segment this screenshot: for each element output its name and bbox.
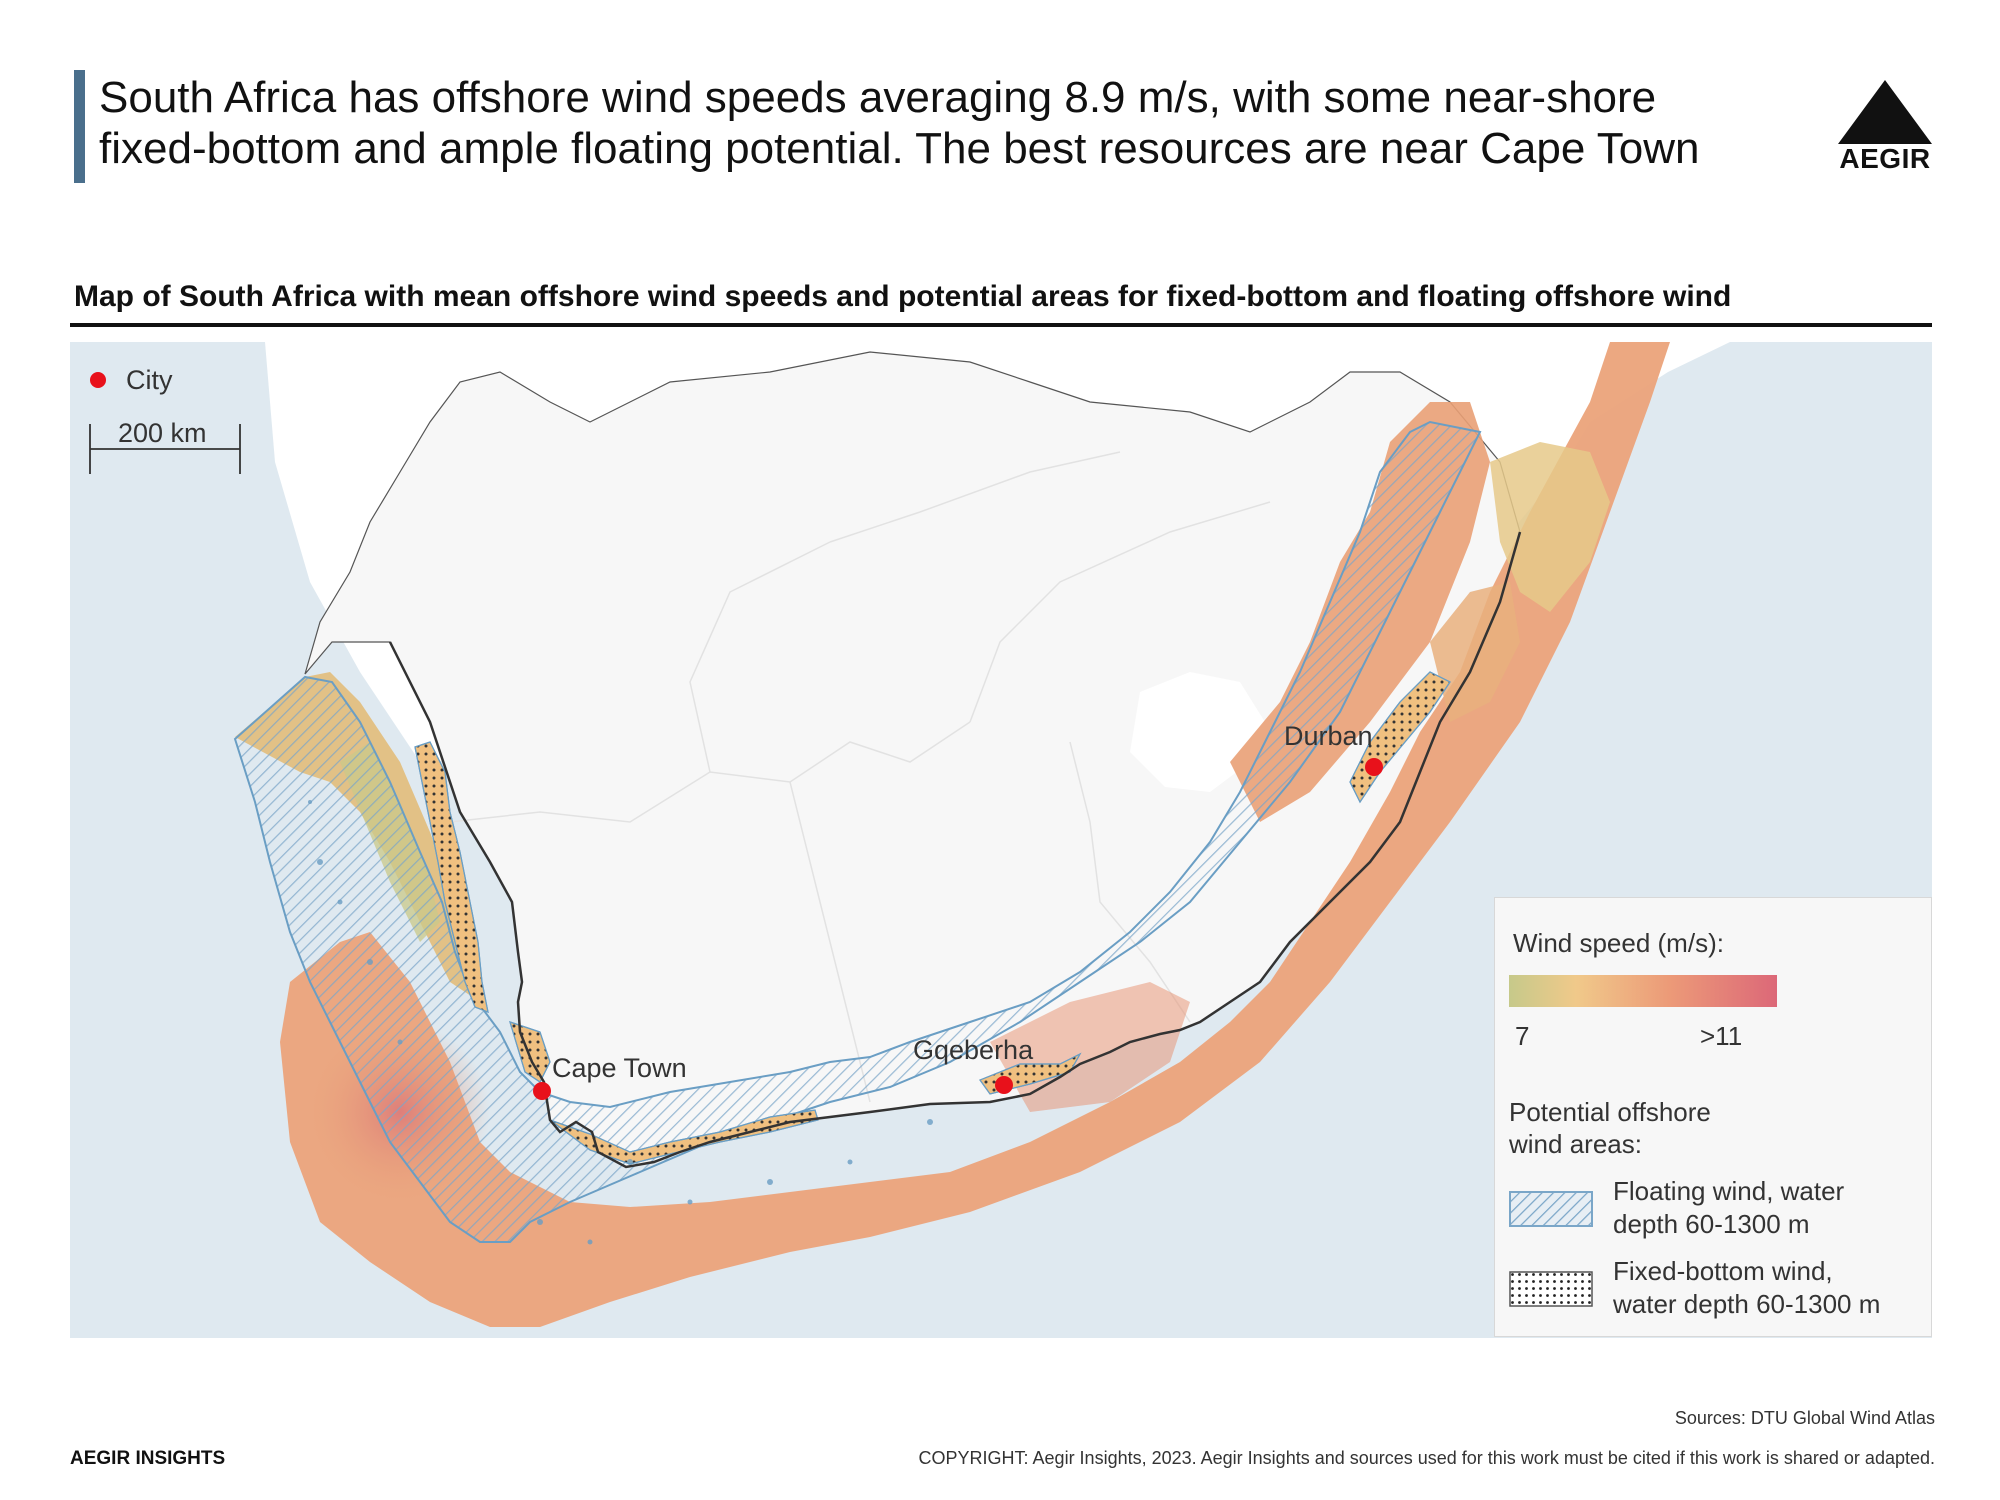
coastline — [388, 531, 1522, 1169]
city-marker-icon — [533, 1082, 551, 1100]
title-divider — [70, 323, 1932, 327]
footer-brand: AEGIR INSIGHTS — [70, 1448, 226, 1469]
scale-bar — [89, 424, 241, 474]
wind-speed-legend-title: Wind speed (m/s): — [1513, 928, 1724, 958]
floating-wind-legend-line-2: depth 60-1300 m — [1613, 1209, 1810, 1239]
city-legend-marker-icon — [90, 372, 106, 388]
headline: South Africa has offshore wind speeds av… — [99, 72, 1819, 174]
scale-bar-label: 200 km — [118, 418, 207, 448]
city-legend-label: City — [126, 365, 173, 395]
sources-note: Sources: DTU Global Wind Atlas — [1674, 1408, 1935, 1428]
areas-legend-title: Potential offshore wind areas: — [1509, 1096, 1711, 1160]
floating-wind-legend-label: Floating wind, water depth 60-1300 m — [1613, 1175, 1844, 1241]
floating-wind-swatch-icon — [1509, 1191, 1593, 1227]
city-marker-icon — [1365, 758, 1383, 776]
bathymetry-specks — [308, 800, 933, 1245]
map-legend: Wind speed (m/s): 7 >11 Potential offsho… — [1494, 897, 1932, 1337]
fixed-bottom-wind-legend-label: Fixed-bottom wind, water depth 60-1300 m — [1613, 1255, 1880, 1321]
fixed-bottom-wind-legend-line-1: Fixed-bottom wind, — [1613, 1256, 1833, 1286]
map-title: Map of South Africa with mean offshore w… — [74, 280, 1732, 313]
logo-text: AEGIR — [1839, 143, 1931, 174]
areas-legend-title-line-2: wind areas: — [1509, 1129, 1642, 1159]
city-durban: Durban — [1284, 721, 1383, 776]
city-label: Gqeberha — [913, 1035, 1034, 1065]
city-label: Cape Town — [552, 1053, 687, 1083]
floating-wind-legend-line-1: Floating wind, water — [1613, 1176, 1845, 1206]
areas-legend-title-line-1: Potential offshore — [1509, 1097, 1711, 1127]
city-cape-town: Cape Town — [533, 1053, 687, 1100]
fixed-bottom-wind-swatch-icon — [1509, 1271, 1593, 1307]
headline-line-1: South Africa has offshore wind speeds av… — [99, 73, 1657, 122]
wind-speed-color-ramp — [1509, 975, 1777, 1007]
wind-map-canvas: City 200 km Cape Town Gqeberha Durban — [70, 342, 1932, 1338]
copyright-note: COPYRIGHT: Aegir Insights, 2023. Aegir I… — [918, 1448, 1935, 1468]
province-borders — [449, 451, 1271, 1103]
logo-triangle-icon — [1838, 80, 1932, 144]
city-gqeberha: Gqeberha — [913, 1035, 1034, 1094]
fixed-bottom-wind-legend-line-2: water depth 60-1300 m — [1613, 1289, 1881, 1319]
headline-line-2: fixed-bottom and ample floating potentia… — [99, 124, 1700, 173]
aegir-logo: AEGIR — [1830, 78, 1940, 178]
city-marker-icon — [995, 1076, 1013, 1094]
wind-scale-max: >11 — [1700, 1021, 1743, 1051]
wind-scale-min: 7 — [1515, 1021, 1530, 1051]
wind-map: City 200 km Cape Town Gqeberha Durban — [70, 342, 1932, 1338]
headline-accent-bar — [74, 70, 85, 183]
city-label: Durban — [1284, 721, 1373, 751]
